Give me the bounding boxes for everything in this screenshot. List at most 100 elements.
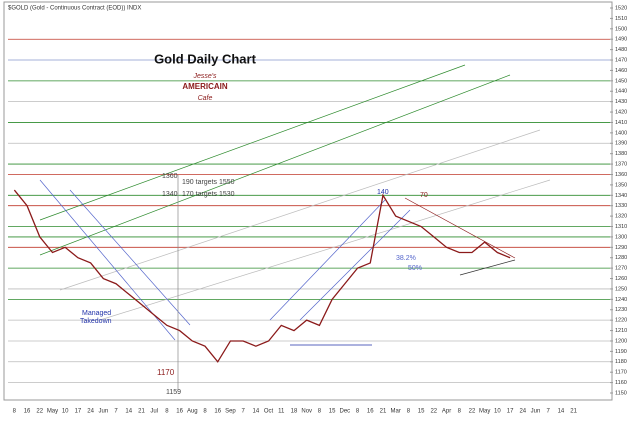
y-tick-label: 1420	[615, 110, 627, 116]
x-tick-label: 7	[241, 409, 245, 415]
x-tick-label: 11	[278, 409, 285, 415]
x-tick-label: 10	[62, 409, 69, 415]
annotation: 170 targets 1530	[182, 191, 235, 198]
y-tick-label: 1410	[615, 120, 627, 126]
y-tick-label: 1240	[615, 297, 627, 303]
x-tick-label: Mar	[391, 409, 401, 415]
x-tick-label: 8	[13, 409, 17, 415]
y-tick-label: 1520	[615, 5, 627, 11]
x-tick-label: Oct	[264, 409, 274, 415]
y-tick-label: 1460	[615, 68, 627, 74]
x-tick-label: Jun	[531, 409, 541, 415]
annotation: 140	[377, 189, 389, 196]
x-tick-label: 8	[203, 409, 207, 415]
x-tick-label: 8	[458, 409, 462, 415]
annotation: 1170	[157, 368, 175, 377]
annotation: 50%	[408, 265, 422, 272]
y-tick-label: 1430	[615, 99, 627, 105]
y-tick-label: 1260	[615, 276, 627, 282]
y-tick-label: 1300	[615, 234, 627, 240]
annotation: 38.2%	[396, 255, 416, 262]
x-tick-label: 16	[176, 409, 183, 415]
x-tick-label: 16	[367, 409, 374, 415]
annotation: 1340	[162, 191, 178, 198]
y-tick-label: 1440	[615, 89, 627, 95]
channel-line	[39, 64, 466, 221]
plot-frame	[3, 1, 613, 401]
y-tick-label: 1450	[615, 78, 627, 84]
x-tick-label: 15	[418, 409, 425, 415]
x-tick-label: 24	[519, 409, 526, 415]
x-tick-label: 7	[547, 409, 551, 415]
y-tick-label: 1470	[615, 57, 627, 63]
x-tick-label: 8	[356, 409, 360, 415]
annotation: 1159	[166, 389, 181, 396]
annotation: Takedown	[80, 318, 112, 325]
trend-line	[404, 197, 516, 259]
logo-text: AMERICAIN	[182, 82, 228, 91]
y-tick-label: 1270	[615, 266, 627, 272]
x-tick-label: 21	[570, 409, 577, 415]
y-tick-label: 1210	[615, 328, 627, 334]
y-tick-label: 1500	[615, 26, 627, 32]
y-tick-label: 1510	[615, 16, 627, 22]
annotation: 190 targets 1550	[182, 179, 235, 186]
x-tick-label: 22	[36, 409, 43, 415]
channel-line	[69, 189, 191, 326]
logo-text: Cafe	[198, 95, 213, 102]
price-line	[13, 189, 511, 363]
trend-line	[459, 259, 516, 276]
x-tick-label: Nov	[301, 409, 312, 415]
logo-text: Jesse's	[192, 73, 217, 80]
x-tick-label: 22	[430, 409, 437, 415]
x-tick-label: 15	[329, 409, 336, 415]
channels	[39, 64, 551, 390]
x-tick-label: 18	[291, 409, 298, 415]
y-tick-label: 1290	[615, 245, 627, 251]
y-tick-label: 1200	[615, 338, 627, 344]
channel-line	[59, 129, 541, 291]
x-tick-label: 8	[407, 409, 411, 415]
y-tick-label: 1280	[615, 255, 627, 261]
x-tick-label: 7	[114, 409, 118, 415]
chart-title: Gold Daily Chart	[154, 51, 257, 66]
x-tick-label: 22	[469, 409, 476, 415]
y-tick-label: 1360	[615, 172, 627, 178]
y-tick-label: 1160	[615, 380, 627, 386]
x-tick-label: 21	[380, 409, 387, 415]
channel-line	[299, 209, 411, 321]
x-tick-label: 8	[165, 409, 169, 415]
y-tick-label: 1390	[615, 141, 627, 147]
x-tick-label: 16	[24, 409, 31, 415]
y-tick-label: 1380	[615, 151, 627, 157]
y-tick-label: 1310	[615, 224, 627, 230]
y-tick-label: 1330	[615, 203, 627, 209]
y-tick-label: 1220	[615, 318, 627, 324]
x-tick-label: Jul	[150, 409, 158, 415]
x-tick-label: 24	[87, 409, 94, 415]
x-tick-label: Aug	[187, 409, 198, 415]
annotation: 1360	[162, 173, 178, 180]
y-tick-label: 1180	[615, 359, 627, 365]
x-tick-label: Sep	[225, 409, 236, 415]
y-tick-label: 1370	[615, 162, 627, 168]
y-tick-label: 1350	[615, 182, 627, 188]
x-tick-label: May	[479, 409, 490, 415]
y-tick-label: 1400	[615, 130, 627, 136]
y-tick-label: 1480	[615, 47, 627, 53]
x-tick-label: 8	[318, 409, 322, 415]
channel-line	[39, 74, 511, 256]
x-tick-label: Dec	[340, 409, 351, 415]
annotation: 70	[420, 192, 428, 199]
x-tick-label: 14	[253, 409, 260, 415]
x-tick-label: 17	[507, 409, 514, 415]
y-tick-label: 1150	[615, 390, 627, 396]
y-tick-label: 1230	[615, 307, 627, 313]
y-tick-label: 1250	[615, 286, 627, 292]
x-tick-label: May	[47, 409, 58, 415]
x-tick-label: 17	[75, 409, 82, 415]
x-tick-label: 10	[494, 409, 501, 415]
y-tick-label: 1170	[615, 370, 627, 376]
channel-line	[269, 199, 386, 321]
